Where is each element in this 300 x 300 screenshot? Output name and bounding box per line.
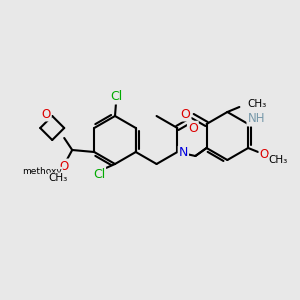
Text: CH₃: CH₃ [248,99,267,109]
Text: O: O [60,160,69,172]
Text: O: O [188,122,198,135]
Text: Cl: Cl [110,91,122,103]
Text: O: O [260,148,269,160]
Text: methoxy: methoxy [22,167,62,176]
Text: O: O [181,107,190,121]
Text: Cl: Cl [93,167,105,181]
Text: O: O [42,107,51,121]
Text: CH₃: CH₃ [49,173,68,183]
Text: N: N [179,146,188,160]
Text: CH₃: CH₃ [268,155,288,165]
Text: NH: NH [248,112,265,125]
